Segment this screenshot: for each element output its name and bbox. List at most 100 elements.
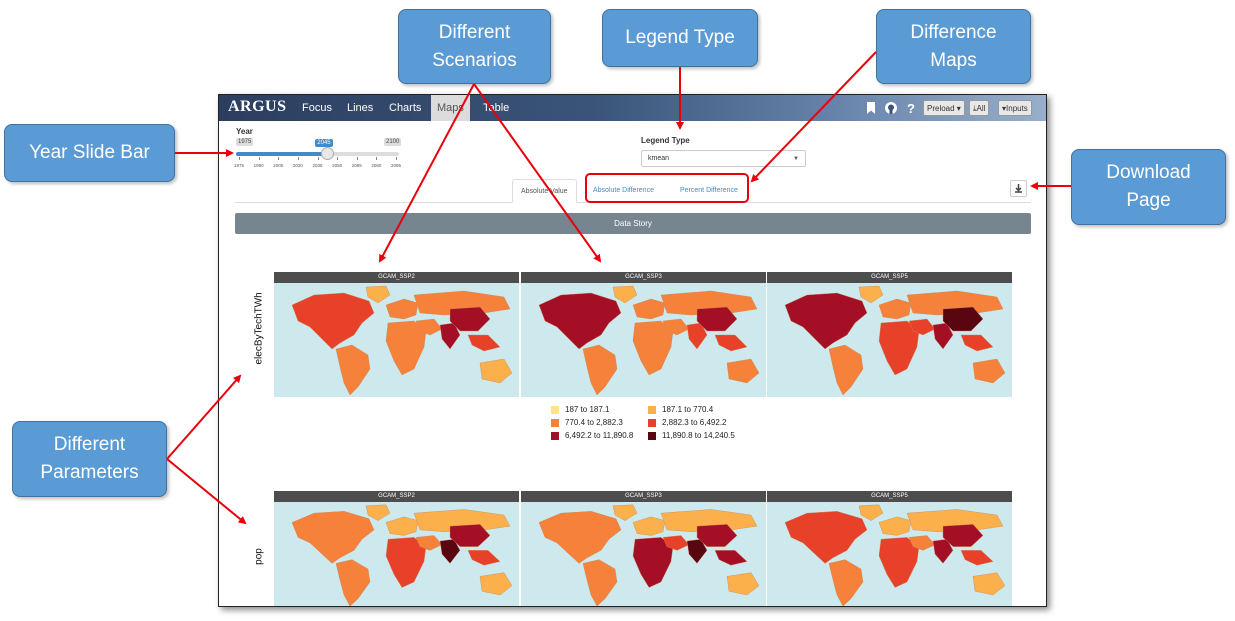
preload-button[interactable]: Preload ▾: [923, 100, 965, 116]
map-panel-elec-ssp3: GCAM_SSP3: [521, 272, 766, 397]
year-slider-fill: [236, 152, 327, 156]
help-icon[interactable]: ?: [904, 101, 918, 115]
map-region-sa: [336, 345, 370, 395]
callout-year-slide-bar: Year Slide Bar: [4, 124, 175, 182]
nav-tab-lines[interactable]: Lines: [341, 95, 379, 121]
map-region-sea: [961, 550, 993, 565]
callout-text-line-1: Different: [432, 19, 517, 47]
slider-tick-label: 1990: [254, 163, 264, 168]
download-all-label: All: [977, 104, 986, 113]
world-map: [767, 502, 1012, 607]
world-map-svg: [274, 283, 519, 397]
map-title: GCAM_SSP2: [274, 491, 519, 502]
nav-tab-table[interactable]: Table: [477, 95, 515, 121]
year-slider-handle[interactable]: [321, 147, 334, 160]
legend-type-select[interactable]: kmean ▼: [641, 150, 806, 167]
callout-text-line-1: Difference: [910, 19, 996, 47]
legend-label: 6,492.2 to 11,890.8: [565, 431, 633, 440]
map-region-au: [973, 573, 1005, 595]
map-region-sa: [583, 560, 617, 606]
map-region-sea: [715, 335, 747, 351]
slider-tick-mark: [318, 157, 319, 160]
map-title: GCAM_SSP3: [521, 272, 766, 283]
slider-tick-mark: [337, 157, 338, 160]
slider-tick-label: 2035: [313, 163, 323, 168]
slider-tick-mark: [396, 157, 397, 160]
tab-percent-difference[interactable]: Percent Difference: [672, 179, 746, 203]
callout-text-line-2: Scenarios: [432, 47, 517, 75]
callout-text: Year Slide Bar: [29, 139, 150, 167]
slider-tick-label: 2065: [352, 163, 362, 168]
bookmark-icon[interactable]: [864, 101, 878, 115]
map-region-na: [539, 511, 621, 563]
download-icon: [1011, 181, 1026, 196]
legend-type-label: Legend Type: [641, 136, 690, 145]
callout-text-line-2: Parameters: [40, 459, 138, 487]
map-region-sa: [583, 345, 617, 395]
nav-tab-charts[interactable]: Charts: [383, 95, 427, 121]
map-region-sa: [829, 345, 863, 395]
map-panel-elec-ssp2: GCAM_SSP2: [274, 272, 519, 397]
map-title: GCAM_SSP5: [767, 491, 1012, 502]
map-region-au: [727, 573, 759, 595]
download-page-button[interactable]: [1010, 180, 1027, 197]
map-region-eu: [633, 517, 665, 536]
data-story-button[interactable]: Data Story: [235, 213, 1031, 234]
slider-tick-mark: [357, 157, 358, 160]
callout-text-line-1: Download: [1106, 159, 1191, 187]
map-region-eu: [386, 299, 418, 319]
nav-tab-maps[interactable]: Maps: [431, 95, 470, 121]
legend-swatch: [551, 419, 559, 427]
slider-tick-mark: [278, 157, 279, 160]
map-region-au: [480, 359, 512, 383]
navbar: ARGUS Focus Lines Charts Maps Table ? Pr…: [219, 95, 1046, 121]
world-map-svg: [767, 283, 1012, 397]
slider-tick-label: 2005: [273, 163, 283, 168]
callout-text-line-2: Page: [1106, 187, 1191, 215]
map-region-sea: [961, 335, 993, 351]
slider-tick-mark: [239, 157, 240, 160]
github-icon[interactable]: [884, 101, 898, 115]
world-map: [521, 502, 766, 607]
brand-logo[interactable]: ARGUS: [228, 98, 287, 116]
map-panel-pop-ssp3: GCAM_SSP3: [521, 491, 766, 607]
callout-text-line-1: Different: [40, 431, 138, 459]
legend-swatch: [551, 406, 559, 414]
slider-tick-label: 2095: [391, 163, 401, 168]
nav-tab-focus[interactable]: Focus: [296, 95, 338, 121]
map-region-gr: [613, 505, 637, 521]
tab-absolute-difference[interactable]: Absolute Difference: [585, 179, 662, 203]
slider-tick-label: 2050: [332, 163, 342, 168]
callout-difference-maps: Difference Maps: [876, 9, 1031, 84]
legend-label: 11,890.8 to 14,240.5: [662, 431, 735, 440]
legend-swatch: [648, 432, 656, 440]
slider-tick-mark: [298, 157, 299, 160]
map-region-sa: [336, 560, 370, 606]
map-region-eu: [879, 299, 911, 319]
map-region-na: [292, 511, 374, 563]
legend-label: 770.4 to 2,882.3: [565, 418, 623, 427]
world-map-svg: [767, 502, 1012, 607]
legend-label: 2,882.3 to 6,492.2: [662, 418, 727, 427]
slider-tick-label: 2020: [293, 163, 303, 168]
callout-legend-type: Legend Type: [602, 9, 758, 67]
callout-different-parameters: Different Parameters: [12, 421, 167, 497]
map-panel-elec-ssp5: GCAM_SSP5: [767, 272, 1012, 397]
download-all-button[interactable]: ⤓All: [969, 100, 989, 116]
world-map-svg: [274, 502, 519, 607]
map-region-gr: [613, 286, 637, 303]
world-map: [521, 283, 766, 397]
map-region-na: [785, 293, 867, 349]
map-panel-pop-ssp2: GCAM_SSP2: [274, 491, 519, 607]
map-region-sea: [468, 550, 500, 565]
legend-label: 187.1 to 770.4: [662, 405, 713, 414]
legend-label: 187 to 187.1: [565, 405, 609, 414]
tab-absolute-value[interactable]: Absolute Value: [512, 179, 577, 203]
map-region-au: [480, 573, 512, 595]
map-region-gr: [366, 286, 390, 303]
map-title: GCAM_SSP2: [274, 272, 519, 283]
map-region-au: [973, 359, 1005, 383]
slider-tick-label: 1975: [234, 163, 244, 168]
map-region-sa: [829, 560, 863, 606]
inputs-button[interactable]: ▾Inputs: [998, 100, 1032, 116]
